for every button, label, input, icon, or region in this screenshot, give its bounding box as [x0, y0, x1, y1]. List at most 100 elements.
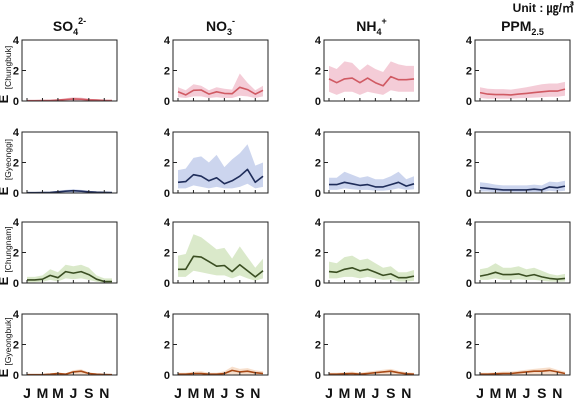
- y-tick-label: 4: [164, 127, 171, 139]
- y-tick-label: 2: [13, 340, 19, 352]
- row-e-label: E: [0, 94, 11, 103]
- column-header-base: PPM: [501, 18, 531, 34]
- mean-line: [329, 181, 415, 188]
- mean-line: [177, 168, 264, 185]
- x-tick-label: N: [552, 385, 562, 401]
- y-tick-label: 0: [164, 370, 170, 382]
- y-tick-label: 4: [13, 217, 20, 229]
- mean-line: [479, 271, 566, 280]
- y-tick-label: 2: [164, 340, 170, 352]
- x-tick-label: S: [386, 385, 395, 401]
- row-labels: E [Chungbuk] E [Gyeonggi] E [Chungnam] E [Gyeon…: [0, 46, 13, 378]
- plot-frame: [474, 313, 571, 376]
- panel: 0 2 4: [13, 35, 118, 108]
- x-tick-label: J: [522, 385, 530, 401]
- y-tick-label: 4: [466, 217, 473, 229]
- column-header-subscript: 3: [227, 27, 232, 37]
- column-header: SO42-: [53, 16, 86, 37]
- plot-frame: [21, 131, 118, 194]
- column-header-subscript: 2.5: [531, 27, 544, 37]
- y-tick-label: 0: [164, 188, 170, 200]
- y-tick-label: 4: [164, 35, 171, 47]
- column-header-base: NO: [206, 18, 227, 34]
- column-header-base: NH: [356, 18, 376, 34]
- y-tick-label: 4: [13, 127, 20, 139]
- y-tick-label: 2: [315, 340, 321, 352]
- y-tick-label: 2: [13, 248, 19, 260]
- mean-line: [328, 75, 415, 87]
- mean-line: [178, 255, 264, 278]
- mean-line: [479, 185, 566, 191]
- mean-line: [480, 369, 566, 375]
- y-tick-label: 4: [315, 35, 322, 47]
- x-tick-label: S: [84, 385, 93, 401]
- uncertainty-band: [178, 73, 263, 98]
- mean-line: [178, 369, 264, 375]
- mean-line: [329, 370, 415, 375]
- row-region-label: [Gyeongbuk]: [3, 317, 13, 365]
- x-tick-label: M: [52, 385, 64, 401]
- x-tick-label: J: [220, 385, 228, 401]
- panel: 0 2 4: [466, 309, 571, 382]
- y-tick-label: 0: [13, 96, 19, 108]
- y-tick-label: 4: [466, 35, 473, 47]
- y-tick-label: 4: [466, 127, 473, 139]
- panel: 0 2 4: [466, 217, 571, 290]
- panel: 0 2 4: [164, 309, 269, 382]
- y-tick-label: 0: [466, 370, 472, 382]
- mean-line: [328, 267, 415, 279]
- y-tick-label: 2: [466, 158, 472, 170]
- y-tick-label: 4: [164, 217, 171, 229]
- y-tick-label: 0: [164, 278, 170, 290]
- column-headers: SO42- NO3- NH4+ PPM2.5: [53, 16, 544, 37]
- x-tick-label: J: [371, 385, 379, 401]
- uncertainty-band: [329, 171, 414, 191]
- y-tick-label: 2: [164, 248, 170, 260]
- y-tick-label: 2: [13, 66, 19, 78]
- y-tick-label: 0: [315, 96, 321, 108]
- x-tick-label: N: [401, 385, 411, 401]
- y-tick-label: 2: [315, 66, 321, 78]
- column-header-base: SO: [53, 18, 73, 34]
- plot-frame: [21, 39, 118, 102]
- y-tick-label: 4: [466, 309, 473, 321]
- uncertainty-band: [178, 144, 263, 189]
- y-tick-label: 4: [315, 127, 322, 139]
- plot-frame: [172, 313, 269, 376]
- column-header-superscript: 2-: [78, 16, 86, 26]
- y-tick-label: 4: [164, 309, 171, 321]
- x-tick-label: S: [537, 385, 546, 401]
- x-tick-label: N: [99, 385, 109, 401]
- column-header: PPM2.5: [501, 18, 544, 37]
- uncertainty-band: [27, 264, 112, 283]
- y-tick-label: 4: [13, 309, 20, 321]
- row-region-label: [Chungnam]: [3, 226, 13, 272]
- y-tick-label: 2: [164, 158, 170, 170]
- plot-frame: [323, 313, 420, 376]
- y-tick-label: 0: [13, 370, 19, 382]
- y-tick-label: 2: [315, 158, 321, 170]
- mean-line: [177, 86, 264, 96]
- plot-frame: [21, 313, 118, 376]
- y-tick-label: 2: [164, 66, 170, 78]
- column-header: NO3-: [206, 16, 235, 37]
- y-tick-label: 0: [315, 278, 321, 290]
- y-tick-label: 2: [466, 66, 472, 78]
- x-tick-label: J: [476, 385, 484, 401]
- x-tick-label: J: [325, 385, 333, 401]
- row-region-label: [Gyeonggi]: [3, 139, 13, 180]
- x-tick-label: M: [490, 385, 502, 401]
- y-tick-label: 0: [466, 278, 472, 290]
- panel: 0 2 4: [315, 127, 420, 200]
- x-tick-label: J: [23, 385, 31, 401]
- panel: 0 2 4: [466, 35, 571, 108]
- panel: 0 2 4: [13, 217, 118, 290]
- unit-label: Unit : ㎍/㎥: [513, 0, 574, 16]
- panel: 0 2 4: [13, 309, 118, 382]
- x-tick-label: M: [339, 385, 351, 401]
- panel: 0 2 4: [164, 217, 269, 290]
- panel: 0 2 4: [315, 35, 420, 108]
- y-tick-label: 2: [466, 248, 472, 260]
- y-tick-label: 4: [315, 217, 322, 229]
